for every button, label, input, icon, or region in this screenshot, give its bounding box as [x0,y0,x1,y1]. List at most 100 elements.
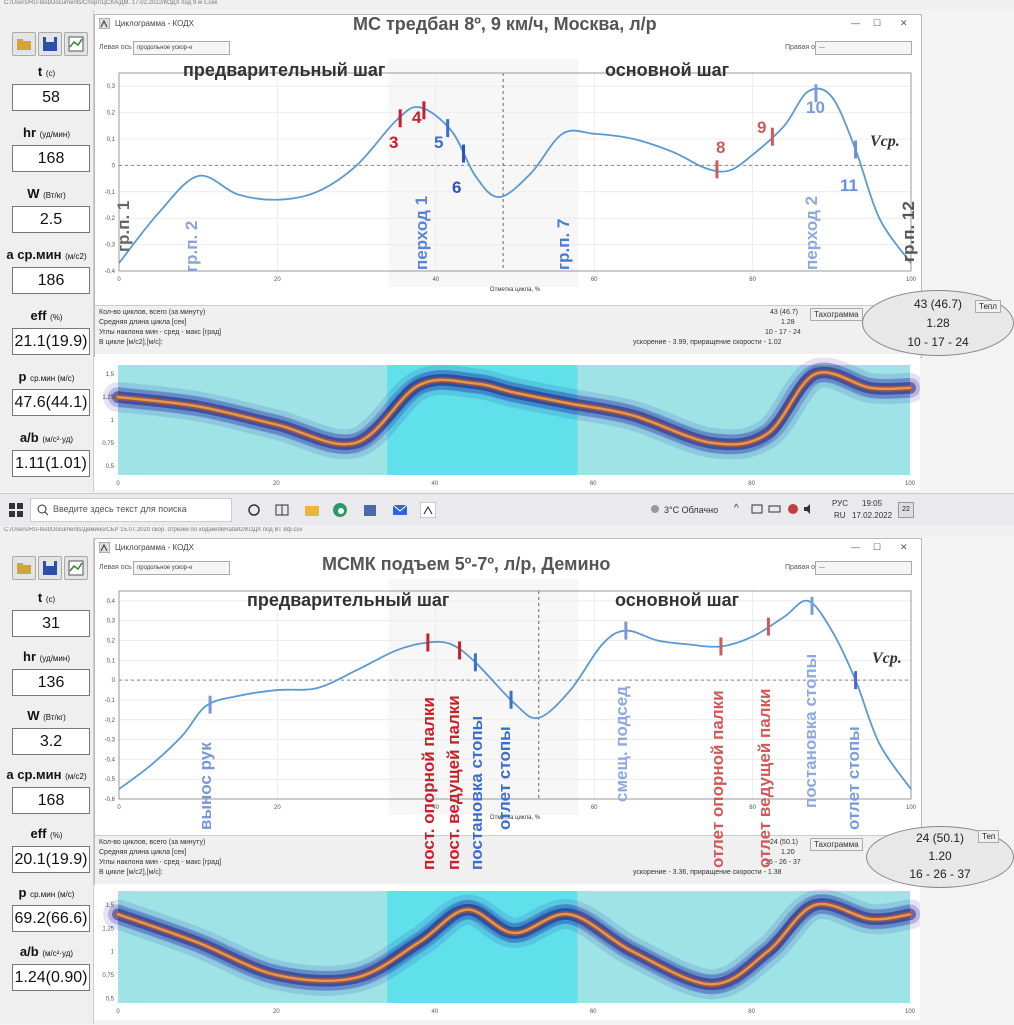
file-path: C:/Users/RU-test/Documents/Спорт/ЦСКА/ДМ… [4,0,218,6]
info-panel: Кол-во циклов, всего (за минуту) Средняя… [95,305,921,354]
edge-browser-icon[interactable] [332,502,348,518]
marker-label-9: 9 [757,118,767,137]
left-axis-label: Левая ось [99,44,132,51]
minimize-button[interactable]: — [851,18,860,28]
tachogram-tab[interactable]: Тахограмма [810,308,863,321]
floppy-icon [43,37,57,51]
heatmap-x-tick: 100 [905,481,916,487]
y-tick-label: -0,2 [105,216,116,222]
chart-settings-button[interactable] [64,32,88,56]
heatmap-y-tick: 0,75 [102,441,114,447]
clock-time[interactable]: 19:05 [862,499,883,508]
y-tick-label: 0,3 [107,84,116,90]
stat-unit: (с) [45,69,56,78]
tray-chevron-icon[interactable]: ^ [734,503,739,514]
chart-settings-button-bottom[interactable] [64,556,88,580]
vlabel-lead-pole-plant: пост. ведущей палки [444,695,463,870]
windows-start-icon[interactable] [8,502,24,518]
save-button[interactable] [38,32,62,56]
y-tick-label: -0,1 [105,190,116,196]
taskbar-search-box[interactable]: Введите здесь текст для поиска [30,498,232,522]
heatmap-y-tick: 0,5 [106,996,115,1002]
widgets-icon[interactable] [274,502,290,518]
tachogram-tab-bottom[interactable]: Тахограмма [810,838,863,851]
minimize-button-bottom[interactable]: — [851,542,860,552]
info-row-cycle-length: Средняя длина цикла [сек] [99,319,187,326]
store-icon[interactable] [362,502,378,518]
right-axis-select-bottom[interactable]: --- [815,561,912,575]
y-tick-label: 0,2 [107,111,116,117]
heatmap-highlight-zone [387,891,578,1003]
right-axis-select[interactable]: --- [815,41,912,55]
y-tick-label: -0,3 [105,243,116,249]
left-sidebar-bottom: t (с) 31 hr (уд/мин) 136 W (Вт/кг) 3.2 a ср.ми… [0,538,94,1024]
stat-value-box: 69.2(66.6) [12,905,90,932]
stat-unit: ср.мин (м/с) [30,374,75,383]
windows-taskbar: Введите здесь текст для поиска 3°C Облач… [0,493,1014,526]
close-button[interactable]: ✕ [900,18,908,28]
info-row-cycles: Кол-во циклов, всего (за минуту) [99,309,206,316]
acceleration-chart-bottom: 0 20 40 60 80 100 -0,6 -0,5 -0,4 -0,3 -0,2 -0,1 0 0,1… [105,579,917,821]
y-tick-label: -0,3 [105,738,116,744]
marker-label-5: 5 [434,133,444,152]
folder-icon [17,563,31,574]
stat-label: hr (уд/мин) [0,649,93,664]
callout-length: 1.28 [926,316,950,330]
info-row-in-cycle: В цикле [м/с2],[м/с]: [99,869,163,876]
open-folder-button[interactable] [12,32,36,56]
open-folder-button-bottom[interactable] [12,556,36,580]
x-tick-label: 80 [749,277,756,283]
app-icon [99,542,110,553]
marker-label-4: 4 [412,108,422,127]
close-button-bottom[interactable]: ✕ [900,542,908,552]
acceleration-series-line [118,599,912,790]
plot-frame [118,590,912,800]
info-val-in-cycle: ускорение - 3.99, приращение скорости - … [633,339,782,346]
info-row-cycle-length: Средняя длина цикла [сек] [99,849,187,856]
y-tick-label: 0 [112,163,116,169]
mail-icon[interactable] [392,502,408,518]
task-view-icon[interactable] [246,502,262,518]
vlabel-foot-off: отлет стопы [495,726,514,830]
skier-app-icon[interactable] [420,502,436,518]
panel-title-top: МС тредбан 8º, 9 км/ч, Москва, л/р [353,14,657,34]
stat-value-box: 1.11(1.01) [12,450,90,477]
search-placeholder: Введите здесь текст для поиска [53,504,187,514]
vlabel-support-pole-off: отлет опорной палки [708,690,727,868]
lang-top[interactable]: РУС [832,499,849,508]
stat-unit: ср.мин (м/с) [30,890,75,899]
floppy-icon [43,561,57,575]
stat-value-box: 20.1(19.9) [12,846,90,873]
stat-label: a/b (м/с²·уд) [0,944,93,959]
y-tick-label: 0,4 [107,599,116,605]
maximize-button[interactable]: ☐ [873,18,882,28]
search-icon [37,504,49,516]
heatmap-tab-bottom[interactable]: Теп [978,830,1000,843]
left-axis-select-bottom[interactable]: продольное ускор-е [133,561,230,575]
info-panel-bottom: Кол-во циклов, всего (за минуту) Средняя… [95,835,921,884]
save-button-bottom[interactable] [38,556,62,580]
maximize-button-bottom[interactable]: ☐ [873,542,882,552]
heatmap-tab-top[interactable]: Тепл [975,300,1001,313]
file-explorer-icon[interactable] [304,502,320,518]
stat-value-box: 21.1(19.9) [12,328,90,355]
heatmap-x-tick: 40 [431,481,438,487]
acceleration-series-line [118,87,912,264]
axis-selector-bar: Левая ось продольное ускор-е Правая ось … [95,41,921,59]
stat-label-text: p [18,369,27,384]
speaker-icon[interactable] [802,502,818,518]
heatmap-x-tick: 0 [116,481,120,487]
y-tick-label: 0,3 [107,619,116,625]
notification-badge[interactable]: 22 [898,502,914,518]
left-axis-select[interactable]: продольное ускор-е [133,41,230,55]
battery-icon[interactable] [768,502,784,518]
stat-label: a ср.мин (м/с2) [0,767,93,782]
antivirus-icon[interactable] [786,502,802,518]
right-axis-value: --- [819,45,825,51]
stat-value-box: 3.2 [12,728,90,755]
cycle-heatmap-top: 0,5 0,75 1 1,25 1,5 0 20 40 60 80 100 [102,357,925,487]
marker-label-6: 6 [452,178,462,197]
network-icon[interactable] [750,502,766,518]
phase-highlight [388,579,579,815]
stat-unit: (Вт/кг) [43,191,66,200]
